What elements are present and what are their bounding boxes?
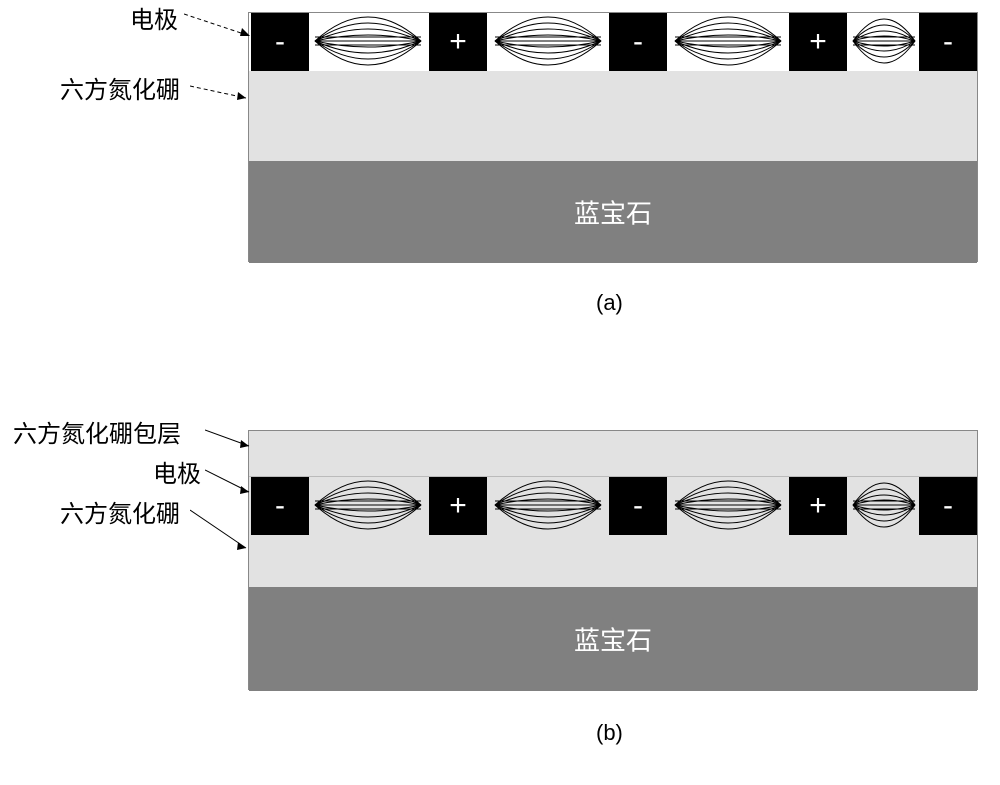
- sign: +: [809, 25, 827, 59]
- electrode-b-2: +: [429, 477, 487, 535]
- sapphire-layer-b: 蓝宝石: [249, 587, 977, 691]
- sapphire-text-b: 蓝宝石: [574, 621, 652, 658]
- figure-b: 蓝宝石 - + - + -: [248, 430, 978, 690]
- field-gap-a-1: [309, 0, 427, 91]
- sapphire-text-a: 蓝宝石: [574, 194, 652, 231]
- electrode-b-1: -: [251, 477, 309, 535]
- field-gap-a-2: [489, 0, 607, 91]
- sign: -: [943, 25, 953, 59]
- electrode-b-5: -: [919, 477, 977, 535]
- label-hbn-a: 六方氮化硼: [60, 70, 180, 105]
- field-gap-b-3: [669, 455, 787, 555]
- sapphire-layer-a: 蓝宝石: [249, 161, 977, 263]
- sign: -: [633, 25, 643, 59]
- sign: -: [633, 489, 643, 523]
- sign: +: [809, 489, 827, 523]
- electrode-a-5: -: [919, 13, 977, 71]
- field-gap-b-1: [309, 455, 427, 555]
- sign: -: [275, 25, 285, 59]
- field-gap-b-4: [849, 455, 919, 555]
- caption-b: (b): [596, 720, 623, 746]
- caption-a: (a): [596, 290, 623, 316]
- electrode-a-1: -: [251, 13, 309, 71]
- label-electrode-a: 电极: [130, 0, 178, 35]
- label-hbn-b: 六方氮化硼: [60, 494, 180, 529]
- electrode-a-2: +: [429, 13, 487, 71]
- electrode-a-3: -: [609, 13, 667, 71]
- sign: -: [943, 489, 953, 523]
- field-gap-a-3: [669, 0, 787, 91]
- figure-a: 蓝宝石 - + - + -: [248, 12, 978, 262]
- field-gap-a-4: [849, 0, 919, 91]
- field-gap-b-2: [489, 455, 607, 555]
- electrode-b-3: -: [609, 477, 667, 535]
- sign: -: [275, 489, 285, 523]
- label-hbn-clad-b: 六方氮化硼包层: [13, 414, 181, 449]
- electrode-b-4: +: [789, 477, 847, 535]
- electrode-a-4: +: [789, 13, 847, 71]
- sign: +: [449, 25, 467, 59]
- sign: +: [449, 489, 467, 523]
- label-electrode-b: 电极: [153, 454, 201, 489]
